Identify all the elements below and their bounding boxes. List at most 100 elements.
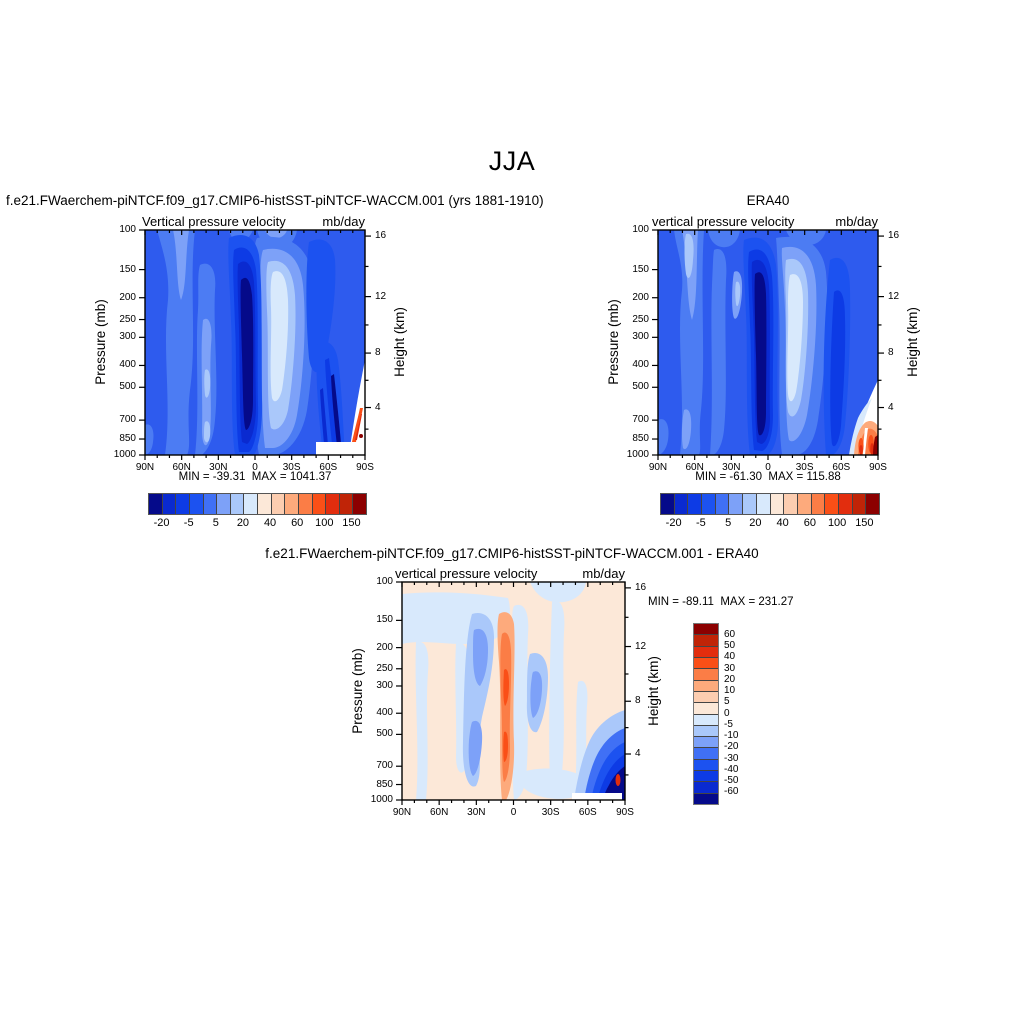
colorbar-tick-label: 150 [855, 517, 874, 529]
model-colorbar [148, 493, 367, 515]
colorbar-tick-label: 20 [749, 517, 762, 529]
colorbar-cell [694, 645, 718, 657]
diff-minmax-stats: MIN = -89.11 MAX = 231.27 [648, 596, 794, 608]
colorbar-cell [694, 690, 718, 703]
lat-tick-label: 90N [648, 462, 668, 473]
colorbar-tick-label: 60 [803, 517, 816, 529]
colorbar-tick-label: 30 [724, 662, 736, 674]
height-tick-label: 12 [888, 290, 900, 302]
era-contour-field [658, 230, 878, 455]
model-contour-field [145, 230, 365, 455]
lat-tick-label: 0 [510, 807, 517, 818]
colorbar-tick-label: 60 [724, 628, 736, 640]
colorbar-cell [825, 494, 839, 514]
pressure-tick-label: 300 [119, 331, 136, 343]
colorbar-cell [285, 494, 299, 514]
pressure-tick-label: 500 [376, 728, 393, 740]
colorbar-cell [189, 494, 204, 514]
colorbar-tick-label: 150 [342, 517, 361, 529]
lat-tick-label: 0 [252, 462, 258, 473]
colorbar-cell [694, 668, 718, 680]
colorbar-tick-label: -5 [183, 517, 194, 529]
pressure-tick-label: 400 [119, 359, 136, 371]
colorbar-tick-label: -40 [724, 763, 739, 775]
colorbar-cell [326, 494, 340, 514]
pressure-tick-label: 400 [632, 359, 649, 371]
colorbar-tick-label: 100 [827, 517, 847, 529]
lat-tick-label: 30N [722, 462, 741, 473]
colorbar-tick-label: 20 [236, 517, 250, 529]
height-tick-label: 12 [375, 290, 387, 302]
colorbar-cell [694, 702, 718, 714]
colorbar-cell [149, 494, 163, 514]
colorbar-tick-label: -50 [724, 775, 739, 786]
colorbar-tick-label: 40 [724, 651, 736, 663]
colorbar-tick-label: -5 [724, 718, 733, 730]
era-contour-plot [652, 229, 884, 460]
colorbar-cell [694, 781, 718, 793]
height-tick-label: 8 [888, 347, 894, 359]
diff-axes [396, 581, 631, 805]
era-units-label: mb/day [835, 214, 878, 229]
model-axes [139, 229, 371, 460]
lat-tick-label: 90N [392, 807, 412, 818]
colorbar-cell [852, 494, 867, 514]
diff-colorbar [693, 623, 719, 805]
height-tick-label: 12 [635, 640, 647, 652]
colorbar-cell [271, 494, 286, 514]
lat-tick-label: 90S [616, 807, 634, 818]
colorbar-tick-label: -5 [695, 517, 706, 529]
pressure-tick-label: 100 [376, 576, 393, 587]
colorbar-cell [339, 494, 354, 514]
colorbar-tick-label: 5 [725, 517, 732, 529]
lat-tick-label: 60S [319, 462, 338, 473]
pressure-tick-label: 700 [119, 414, 136, 426]
pressure-tick-label: 1000 [370, 794, 393, 805]
colorbar-cell [756, 494, 771, 514]
height-tick-label: 8 [635, 695, 641, 707]
colorbar-cell [694, 724, 718, 737]
lat-tick-label: 30S [282, 462, 301, 473]
height-tick-label: 8 [375, 347, 381, 359]
colorbar-tick-label: -30 [724, 752, 739, 764]
colorbar-tick-label: 40 [263, 517, 277, 529]
model-minmax-stats: MIN = -39.31 MAX = 1041.37 [178, 471, 332, 483]
era-minmax-stats: MIN = -61.30 MAX = 115.88 [695, 471, 841, 483]
colorbar-cell [743, 494, 757, 514]
pressure-tick-label: 200 [119, 291, 136, 303]
pressure-tick-label: 850 [632, 433, 649, 445]
era-colorbar [660, 493, 880, 515]
colorbar-cell [811, 494, 826, 514]
pressure-tick-label: 150 [632, 263, 649, 275]
colorbar-cell [715, 494, 730, 514]
colorbar-cell [176, 494, 190, 514]
pressure-tick-label: 250 [376, 662, 393, 674]
colorbar-tick-label: 100 [315, 517, 334, 529]
lat-tick-label: 60S [832, 462, 851, 473]
lat-tick-label: 90S [356, 462, 374, 473]
pressure-tick-label: 700 [632, 414, 649, 426]
pressure-tick-label: 150 [376, 614, 393, 626]
colorbar-cell [702, 494, 716, 514]
colorbar-cell [797, 494, 812, 514]
colorbar-cell [694, 736, 718, 748]
colorbar-cell [694, 713, 718, 725]
height-tick-label: 4 [375, 401, 381, 413]
colorbar-cell [312, 494, 327, 514]
colorbar-cell [838, 494, 853, 514]
lat-tick-label: 90N [135, 462, 155, 473]
colorbar-tick-label: 20 [724, 673, 736, 685]
pressure-tick-label: 400 [376, 707, 393, 719]
pressure-tick-label: 250 [632, 313, 649, 325]
colorbar-tick-label: -60 [724, 786, 739, 798]
model-units-label: mb/day [322, 214, 365, 229]
diff-field-subtitle: vertical pressure velocity [395, 566, 538, 581]
height-tick-label: 4 [635, 748, 641, 759]
colorbar-tick-label: -20 [665, 517, 682, 529]
lat-tick-label: 30S [541, 807, 560, 818]
diff-units-label: mb/day [582, 566, 625, 581]
colorbar-cell [688, 494, 703, 514]
height-tick-label: 16 [635, 581, 647, 593]
colorbar-cell [694, 747, 718, 759]
colorbar-tick-label: -20 [153, 517, 170, 529]
